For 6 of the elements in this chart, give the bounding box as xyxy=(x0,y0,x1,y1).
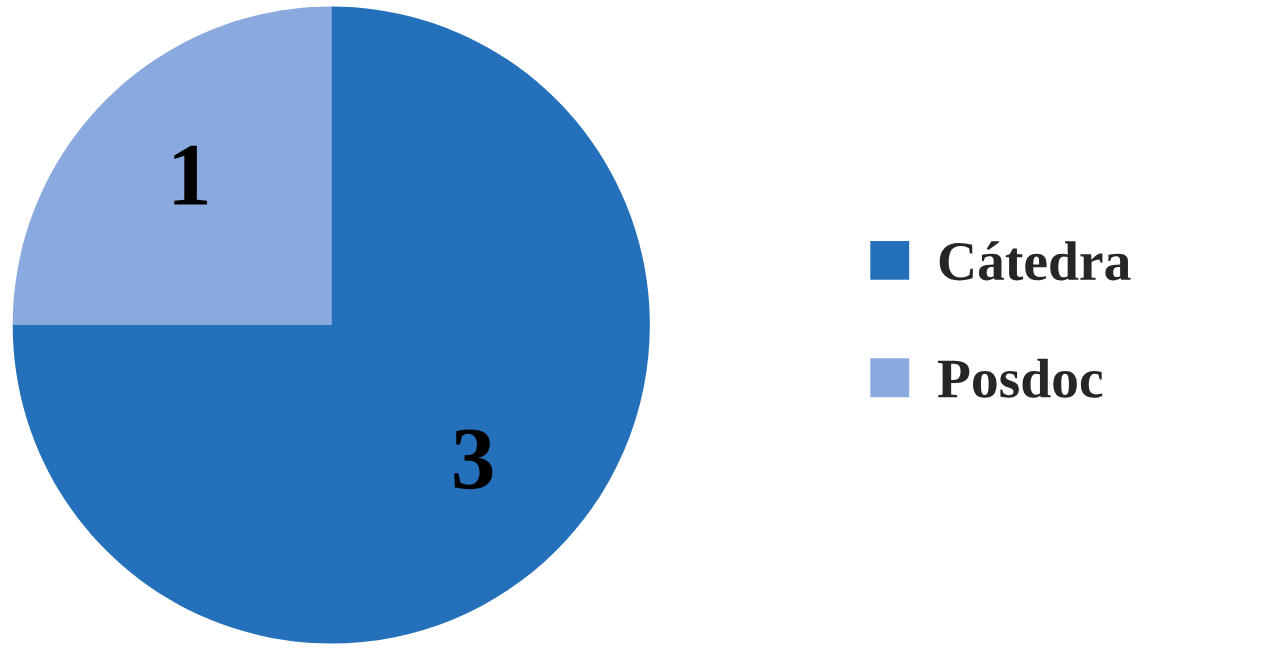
data-label: 3 xyxy=(454,429,493,490)
pie-slice xyxy=(12,6,650,644)
legend-label: Cátedra xyxy=(939,241,1131,281)
data-label: 1 xyxy=(174,145,207,205)
legend-label: Posdoc xyxy=(937,358,1103,398)
pie-slice xyxy=(12,6,332,325)
